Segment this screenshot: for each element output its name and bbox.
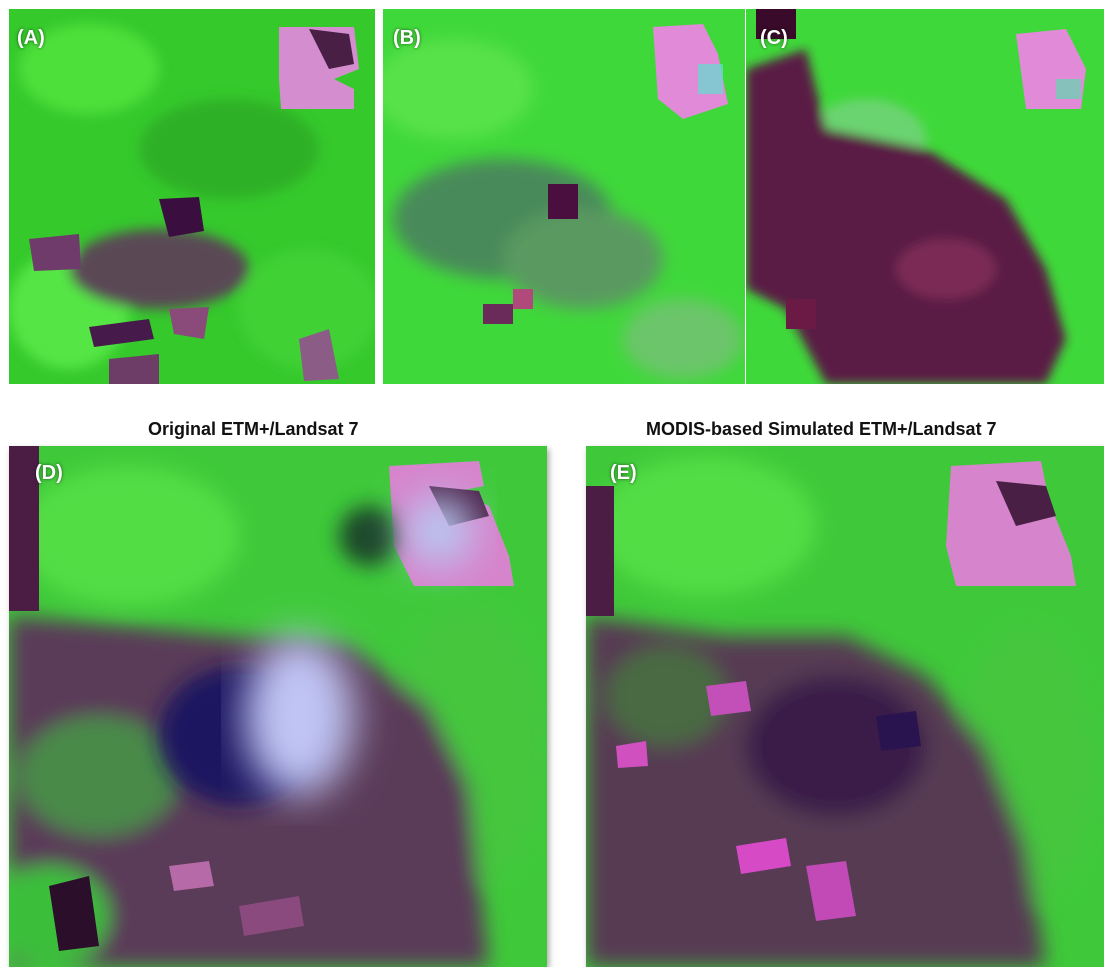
panel-b-image: (B): [383, 9, 745, 384]
satellite-image-c: [746, 9, 1104, 384]
satellite-image-e: [586, 446, 1104, 967]
caption-simulated: MODIS-based Simulated ETM+/Landsat 7: [646, 419, 997, 439]
panel-c-image: (C): [746, 9, 1104, 384]
panel-e-image: (E): [586, 446, 1104, 967]
caption-original: Original ETM+/Landsat 7: [148, 419, 359, 439]
panel-a-image: (A): [9, 9, 375, 384]
panel-d-image: (D): [9, 446, 547, 967]
panel-label-d: (D): [35, 462, 63, 484]
satellite-image-b: [383, 9, 745, 384]
satellite-image-d: [9, 446, 547, 967]
panel-label-a: (A): [17, 27, 45, 49]
panel-label-e: (E): [610, 462, 637, 484]
panel-label-c: (C): [760, 27, 788, 49]
panel-label-b: (B): [393, 27, 421, 49]
satellite-image-a: [9, 9, 375, 384]
